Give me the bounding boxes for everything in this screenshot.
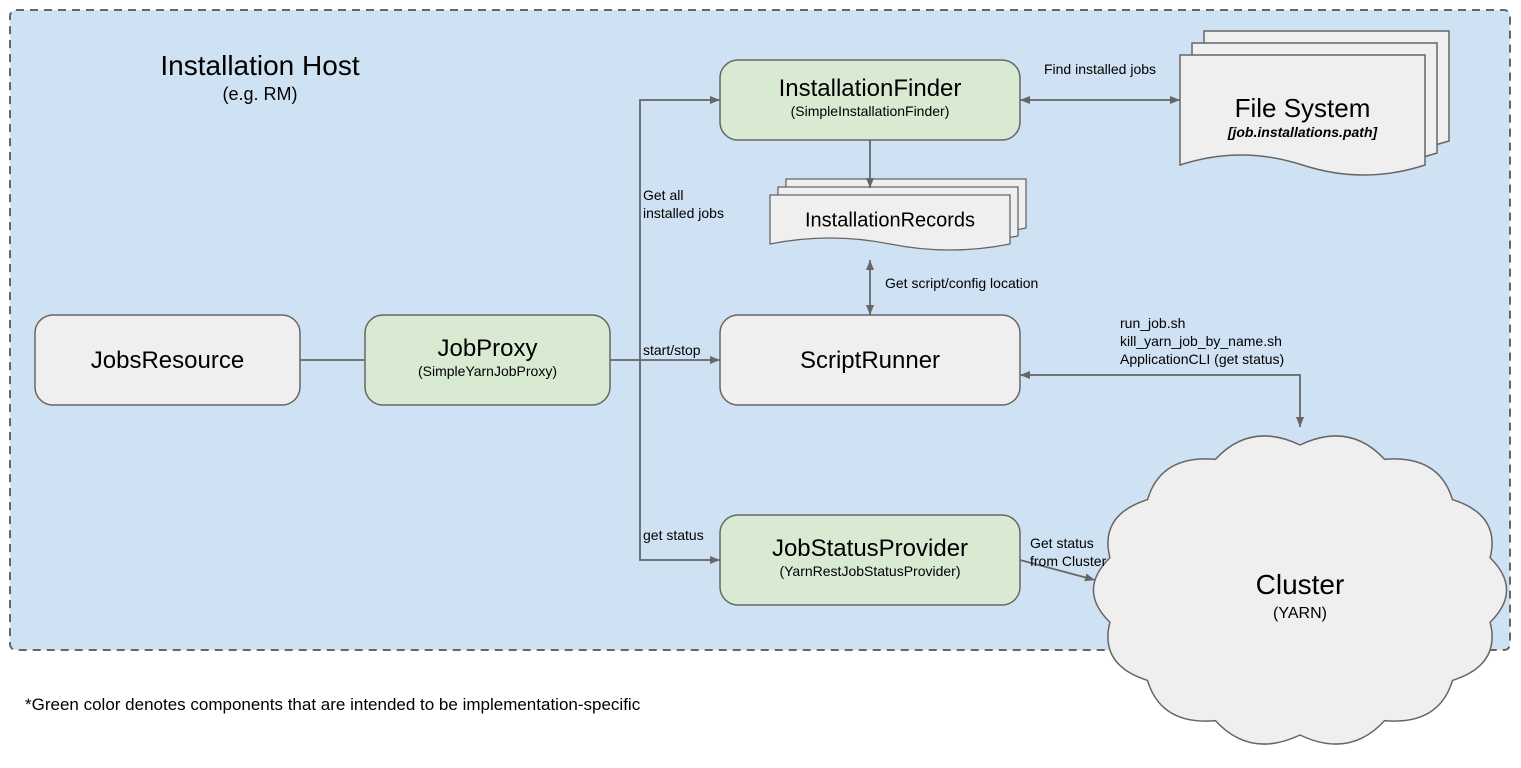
- node-scriptRunner-title: ScriptRunner: [800, 347, 940, 374]
- file-system-title: File System: [1235, 93, 1371, 123]
- file-system-subtitle: [job.installations.path]: [1227, 124, 1379, 140]
- edge-status-to-cluster-label2: from Cluster: [1030, 553, 1107, 569]
- edge-proxy-to-status-label: get status: [643, 527, 704, 543]
- node-jobsResource-title: JobsResource: [91, 347, 244, 374]
- node-jobStatusProvider-subtitle: (YarnRestJobStatusProvider): [779, 563, 960, 579]
- node-installationFinder-subtitle: (SimpleInstallationFinder): [791, 103, 950, 119]
- host-subtitle: (e.g. RM): [222, 84, 297, 104]
- node-jobProxy-subtitle: (SimpleYarnJobProxy): [418, 363, 557, 379]
- cluster-subtitle: (YARN): [1273, 605, 1327, 622]
- installation-records-label: InstallationRecords: [805, 210, 975, 232]
- footnote: *Green color denotes components that are…: [25, 695, 641, 714]
- node-installationFinder-title: InstallationFinder: [779, 75, 962, 102]
- host-title: Installation Host: [160, 50, 359, 81]
- edge-proxy-to-finder-label1: Get all: [643, 187, 683, 203]
- edge-proxy-to-finder-label2: installed jobs: [643, 205, 724, 221]
- cluster-title: Cluster: [1256, 569, 1345, 600]
- edge-records-to-script-label: Get script/config location: [885, 275, 1038, 291]
- edge-script-to-cluster-label2: kill_yarn_job_by_name.sh: [1120, 333, 1282, 349]
- edge-script-to-cluster-label1: run_job.sh: [1120, 315, 1185, 331]
- edge-status-to-cluster-label1: Get status: [1030, 535, 1094, 551]
- edge-proxy-to-script-label: start/stop: [643, 342, 701, 358]
- edge-finder-to-fs-label: Find installed jobs: [1044, 61, 1156, 77]
- node-jobStatusProvider-title: JobStatusProvider: [772, 535, 968, 562]
- edge-script-to-cluster-label3: ApplicationCLI (get status): [1120, 351, 1284, 367]
- node-jobProxy-title: JobProxy: [437, 335, 537, 362]
